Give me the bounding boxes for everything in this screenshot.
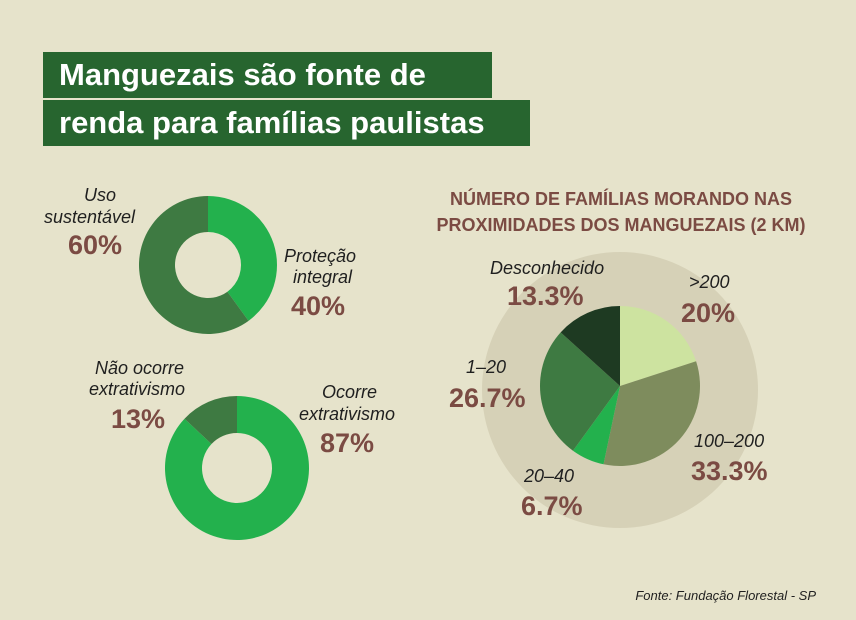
title-line-1: Manguezais são fonte de (43, 52, 492, 98)
pie-chart-familias (540, 306, 700, 466)
label-integral: integral (293, 267, 353, 287)
label-desconhecido: Desconhecido (490, 258, 604, 278)
slice-20-40 (572, 386, 620, 465)
label-1-20: 1–20 (466, 357, 506, 377)
slice-200 (620, 306, 697, 386)
label-protecao: Proteção (284, 246, 356, 266)
value-gt200: 20% (681, 298, 735, 328)
value-1-20: 26.7% (449, 383, 526, 413)
label-extrativismo-1: extrativismo (89, 379, 185, 399)
slice-uso-sustentavel (139, 196, 249, 334)
slice-nao-ocorre-extrativismo (184, 396, 237, 445)
slice-ocorre-extrativismo (165, 396, 309, 540)
source-note: Fonte: Fundação Florestal - SP (635, 588, 816, 603)
title-line-2: renda para famílias paulistas (43, 100, 530, 146)
value-desconhecido: 13.3% (507, 281, 584, 311)
pie-title-line-1: NÚMERO DE FAMÍLIAS MORANDO NAS (450, 188, 792, 209)
label-gt200: >200 (689, 272, 730, 292)
value-uso-sustentavel: 60% (68, 230, 122, 260)
value-protecao-integral: 40% (291, 291, 345, 321)
value-nao-ocorre: 13% (111, 404, 165, 434)
slice-1-20 (540, 332, 620, 451)
label-100-200: 100–200 (694, 431, 764, 451)
label-nao-ocorre: Não ocorre (95, 358, 184, 378)
label-20-40: 20–40 (523, 466, 574, 486)
value-ocorre: 87% (320, 428, 374, 458)
slice-protecao-integral (208, 196, 277, 321)
slice-100-200 (603, 361, 700, 466)
label-uso: Uso (84, 185, 116, 205)
donut-chart-extrativismo (165, 396, 309, 540)
label-ocorre: Ocorre (322, 382, 377, 402)
value-100-200: 33.3% (691, 456, 768, 486)
value-20-40: 6.7% (521, 491, 583, 521)
donut-chart-usage (139, 196, 277, 334)
label-sustentavel: sustentável (44, 207, 136, 227)
pie-title-line-2: PROXIMIDADES DOS MANGUEZAIS (2 KM) (436, 215, 805, 235)
label-extrativismo-2: extrativismo (299, 404, 395, 424)
slice-desconhecido (560, 306, 620, 386)
